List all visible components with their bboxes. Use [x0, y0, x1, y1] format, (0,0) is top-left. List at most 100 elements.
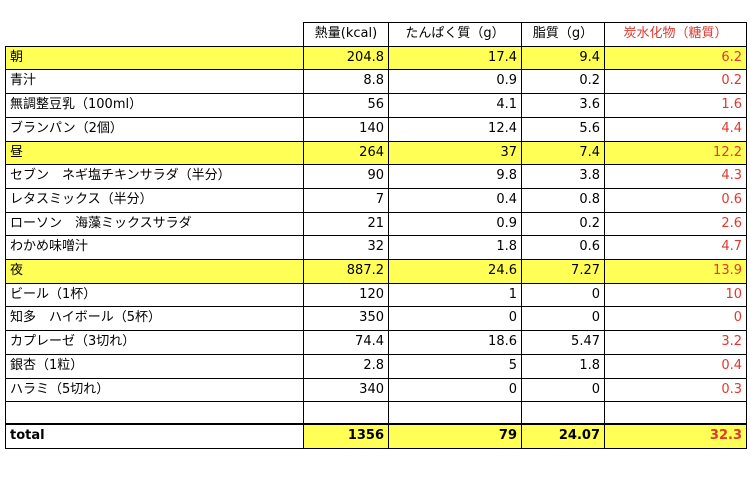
carb-cell[interactable]: 12.2	[604, 140, 747, 166]
fat-cell[interactable]: 3.8	[521, 164, 605, 189]
carb-cell[interactable]: 0.3	[604, 377, 747, 403]
fat-cell[interactable]: 0.2	[521, 69, 605, 95]
fat-cell[interactable]: 3.6	[521, 93, 605, 118]
item-cell[interactable]: ブランパン（2個）	[5, 116, 304, 142]
protein-cell[interactable]: 0	[388, 377, 522, 403]
total-label-cell[interactable]: total	[5, 423, 304, 450]
kcal-cell[interactable]: 887.2	[303, 259, 389, 284]
protein-cell[interactable]: 5	[388, 353, 522, 379]
item-cell[interactable]: カプレーゼ（3切れ）	[5, 330, 304, 355]
total-row: total 1356 79 24.07 32.3	[5, 423, 747, 450]
fat-cell[interactable]: 1.8	[521, 353, 605, 379]
item-cell[interactable]: 夜	[5, 259, 304, 284]
fat-cell[interactable]: 5.47	[521, 330, 605, 355]
nutrition-table: 熱量(kcal) たんぱく質（g） 脂質（g） 炭水化物（糖質） 朝 204.8 1…	[5, 22, 747, 450]
kcal-cell[interactable]: 2.8	[303, 353, 389, 379]
kcal-cell[interactable]: 7	[303, 187, 389, 213]
protein-cell[interactable]: 4.1	[388, 93, 522, 118]
fat-cell[interactable]: 5.6	[521, 116, 605, 142]
fat-cell[interactable]: 0.6	[521, 235, 605, 261]
protein-cell[interactable]: 9.8	[388, 164, 522, 189]
header-kcal-cell[interactable]: 熱量(kcal)	[303, 22, 389, 47]
protein-cell[interactable]: 18.6	[388, 330, 522, 355]
header-row: 熱量(kcal) たんぱく質（g） 脂質（g） 炭水化物（糖質）	[5, 22, 747, 47]
header-item-cell[interactable]	[5, 22, 304, 47]
item-cell[interactable]: 昼	[5, 140, 304, 166]
item-cell[interactable]	[5, 401, 304, 425]
table-row	[5, 401, 747, 425]
total-protein-cell[interactable]: 79	[388, 423, 522, 450]
item-cell[interactable]: ローソン 海藻ミックスサラダ	[5, 211, 304, 237]
total-fat-cell[interactable]: 24.07	[521, 423, 605, 450]
item-cell[interactable]: セブン ネギ塩チキンサラダ（半分）	[5, 164, 304, 189]
item-cell[interactable]: ハラミ（5切れ）	[5, 377, 304, 403]
carb-cell[interactable]: 2.6	[604, 211, 747, 237]
carb-cell[interactable]: 0.6	[604, 187, 747, 213]
total-carb-cell[interactable]: 32.3	[604, 423, 747, 450]
carb-cell[interactable]: 0	[604, 306, 747, 332]
item-cell[interactable]: 無調整豆乳（100ml）	[5, 93, 304, 118]
carb-cell[interactable]: 13.9	[604, 259, 747, 284]
kcal-cell[interactable]: 21	[303, 211, 389, 237]
kcal-cell[interactable]: 120	[303, 282, 389, 308]
kcal-cell[interactable]: 140	[303, 116, 389, 142]
item-cell[interactable]: 朝	[5, 45, 304, 71]
protein-cell[interactable]: 1.8	[388, 235, 522, 261]
kcal-cell[interactable]: 90	[303, 164, 389, 189]
carb-cell[interactable]	[604, 401, 747, 425]
kcal-cell[interactable]: 56	[303, 93, 389, 118]
kcal-cell[interactable]: 8.8	[303, 69, 389, 95]
carb-cell[interactable]: 1.6	[604, 93, 747, 118]
carb-cell[interactable]: 3.2	[604, 330, 747, 355]
carb-cell[interactable]: 4.3	[604, 164, 747, 189]
carb-cell[interactable]: 4.4	[604, 116, 747, 142]
table-body: 熱量(kcal) たんぱく質（g） 脂質（g） 炭水化物（糖質） 朝 204.8 1…	[5, 22, 747, 450]
table-row: わかめ味噌汁 32 1.8 0.6 4.7	[5, 235, 747, 261]
item-cell[interactable]: ビール（1杯）	[5, 282, 304, 308]
total-kcal-cell[interactable]: 1356	[303, 423, 389, 450]
kcal-cell[interactable]	[303, 401, 389, 425]
kcal-cell[interactable]: 264	[303, 140, 389, 166]
fat-cell[interactable]: 0	[521, 282, 605, 308]
fat-cell[interactable]: 0.8	[521, 187, 605, 213]
item-cell[interactable]: 青汁	[5, 69, 304, 95]
fat-cell[interactable]: 0	[521, 306, 605, 332]
item-cell[interactable]: レタスミックス（半分）	[5, 187, 304, 213]
protein-cell[interactable]: 12.4	[388, 116, 522, 142]
fat-cell[interactable]: 0.2	[521, 211, 605, 237]
carb-cell[interactable]: 6.2	[604, 45, 747, 71]
item-cell[interactable]: 銀杏（1粒）	[5, 353, 304, 379]
header-carb-cell[interactable]: 炭水化物（糖質）	[604, 22, 747, 47]
protein-cell[interactable]: 0.9	[388, 69, 522, 95]
fat-cell[interactable]: 0	[521, 377, 605, 403]
header-fat-cell[interactable]: 脂質（g）	[521, 22, 605, 47]
fat-cell[interactable]: 9.4	[521, 45, 605, 71]
table-row: 青汁 8.8 0.9 0.2 0.2	[5, 69, 747, 95]
header-protein-cell[interactable]: たんぱく質（g）	[388, 22, 522, 47]
kcal-cell[interactable]: 204.8	[303, 45, 389, 71]
table-row: カプレーゼ（3切れ） 74.4 18.6 5.47 3.2	[5, 330, 747, 355]
table-row: 知多 ハイボール（5杯） 350 0 0 0	[5, 306, 747, 332]
protein-cell[interactable]: 24.6	[388, 259, 522, 284]
carb-cell[interactable]: 0.4	[604, 353, 747, 379]
fat-cell[interactable]: 7.4	[521, 140, 605, 166]
kcal-cell[interactable]: 32	[303, 235, 389, 261]
protein-cell[interactable]: 0.4	[388, 187, 522, 213]
carb-cell[interactable]: 10	[604, 282, 747, 308]
table-row: ハラミ（5切れ） 340 0 0 0.3	[5, 377, 747, 403]
fat-cell[interactable]: 7.27	[521, 259, 605, 284]
kcal-cell[interactable]: 350	[303, 306, 389, 332]
protein-cell[interactable]: 37	[388, 140, 522, 166]
protein-cell[interactable]: 1	[388, 282, 522, 308]
item-cell[interactable]: わかめ味噌汁	[5, 235, 304, 261]
item-cell[interactable]: 知多 ハイボール（5杯）	[5, 306, 304, 332]
carb-cell[interactable]: 4.7	[604, 235, 747, 261]
kcal-cell[interactable]: 74.4	[303, 330, 389, 355]
protein-cell[interactable]: 17.4	[388, 45, 522, 71]
fat-cell[interactable]	[521, 401, 605, 425]
protein-cell[interactable]: 0.9	[388, 211, 522, 237]
kcal-cell[interactable]: 340	[303, 377, 389, 403]
protein-cell[interactable]	[388, 401, 522, 425]
protein-cell[interactable]: 0	[388, 306, 522, 332]
carb-cell[interactable]: 0.2	[604, 69, 747, 95]
